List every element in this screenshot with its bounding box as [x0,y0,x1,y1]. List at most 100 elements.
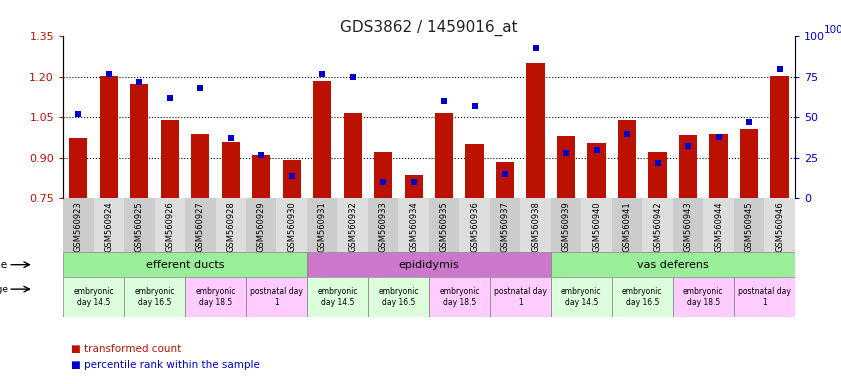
Text: embryonic
day 18.5: embryonic day 18.5 [439,287,479,307]
Text: vas deferens: vas deferens [637,260,709,270]
Bar [191,134,209,198]
Bar [673,277,733,317]
Bar [252,155,270,198]
Bar [435,113,453,198]
Bar [618,120,636,198]
Text: embryonic
day 16.5: embryonic day 16.5 [378,287,419,307]
Bar [99,76,118,198]
Bar [587,143,606,198]
Text: GSM560925: GSM560925 [135,201,144,252]
Text: ■ percentile rank within the sample: ■ percentile rank within the sample [71,360,261,370]
Bar [283,161,301,198]
Bar [459,198,489,252]
Text: postnatal day
1: postnatal day 1 [494,287,547,307]
Bar [215,198,246,252]
Text: GSM560928: GSM560928 [226,201,235,252]
Text: embryonic
day 16.5: embryonic day 16.5 [622,287,663,307]
Bar [733,198,764,252]
Bar [611,198,643,252]
Text: GSM560924: GSM560924 [104,201,114,252]
Text: GSM560946: GSM560946 [775,201,784,252]
Bar [703,198,733,252]
Bar [307,277,368,317]
Bar [551,277,611,317]
Bar [221,142,240,198]
Text: GSM560934: GSM560934 [410,201,418,252]
Bar [307,252,551,277]
Bar [185,277,246,317]
Bar [557,136,575,198]
Text: 100%: 100% [824,25,841,35]
Bar [246,198,277,252]
Text: GSM560931: GSM560931 [318,201,326,252]
Text: GSM560929: GSM560929 [257,201,266,252]
Bar [465,144,484,198]
Text: GSM560933: GSM560933 [378,201,388,252]
Text: GSM560942: GSM560942 [653,201,662,252]
Text: efferent ducts: efferent ducts [145,260,225,270]
Text: GSM560935: GSM560935 [440,201,448,252]
Text: embryonic
day 14.5: embryonic day 14.5 [317,287,357,307]
Text: GSM560930: GSM560930 [288,201,296,252]
Bar [581,198,611,252]
Text: GSM560939: GSM560939 [562,201,570,252]
Bar [673,198,703,252]
Bar [93,198,124,252]
Bar [521,198,551,252]
Text: GSM560936: GSM560936 [470,201,479,252]
Bar [155,198,185,252]
Bar [374,152,392,198]
Bar [368,198,399,252]
Bar [770,76,789,198]
Text: embryonic
day 16.5: embryonic day 16.5 [135,287,175,307]
Text: postnatal day
1: postnatal day 1 [738,287,791,307]
Text: GSM560938: GSM560938 [532,201,540,252]
Text: GSM560940: GSM560940 [592,201,601,252]
Bar [313,81,331,198]
Text: GSM560937: GSM560937 [500,201,510,252]
Bar [63,252,307,277]
Bar [69,137,87,198]
Bar [277,198,307,252]
Text: GSM560927: GSM560927 [196,201,204,252]
Text: embryonic
day 18.5: embryonic day 18.5 [683,287,723,307]
Bar [648,152,667,198]
Text: embryonic
day 18.5: embryonic day 18.5 [195,287,235,307]
Text: GSM560941: GSM560941 [622,201,632,252]
Bar [526,63,545,198]
Bar [161,120,179,198]
Bar [368,277,429,317]
Bar [679,135,697,198]
Bar [429,198,459,252]
Text: GSM560926: GSM560926 [166,201,174,252]
Bar [124,277,185,317]
Bar [343,113,362,198]
Text: tissue: tissue [0,260,8,270]
Bar [429,277,489,317]
Bar [399,198,429,252]
Title: GDS3862 / 1459016_at: GDS3862 / 1459016_at [340,20,518,36]
Bar [130,84,148,198]
Bar [246,277,307,317]
Bar [489,277,551,317]
Text: ■ transformed count: ■ transformed count [71,344,182,354]
Bar [63,277,124,317]
Bar [185,198,215,252]
Bar [764,198,795,252]
Text: GSM560923: GSM560923 [74,201,82,252]
Text: postnatal day
1: postnatal day 1 [250,287,303,307]
Bar [405,175,423,198]
Bar [551,198,581,252]
Text: GSM560944: GSM560944 [714,201,723,252]
Bar [643,198,673,252]
Text: epididymis: epididymis [399,260,459,270]
Bar [489,198,521,252]
Text: GSM560932: GSM560932 [348,201,357,252]
Bar [496,162,514,198]
Bar [551,252,795,277]
Bar [611,277,673,317]
Text: GSM560943: GSM560943 [684,201,692,252]
Text: embryonic
day 14.5: embryonic day 14.5 [561,287,601,307]
Text: development stage: development stage [0,285,8,294]
Bar [733,277,795,317]
